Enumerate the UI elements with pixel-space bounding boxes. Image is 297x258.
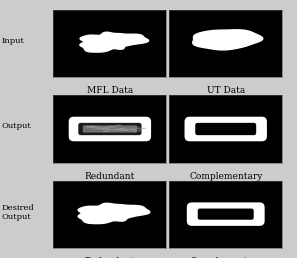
FancyBboxPatch shape <box>78 123 141 135</box>
FancyBboxPatch shape <box>107 126 116 128</box>
Text: Desired
Output: Desired Output <box>1 204 34 221</box>
FancyBboxPatch shape <box>195 123 256 135</box>
FancyBboxPatch shape <box>184 117 267 141</box>
FancyBboxPatch shape <box>97 127 107 129</box>
Polygon shape <box>80 32 148 52</box>
Text: Output: Output <box>1 122 31 131</box>
FancyBboxPatch shape <box>119 128 125 130</box>
FancyBboxPatch shape <box>198 208 254 220</box>
Text: Complementary: Complementary <box>189 257 263 258</box>
FancyBboxPatch shape <box>87 126 96 128</box>
FancyBboxPatch shape <box>125 129 135 131</box>
Text: Input: Input <box>1 37 24 45</box>
Text: Redundant: Redundant <box>85 257 135 258</box>
FancyBboxPatch shape <box>69 117 151 141</box>
Text: MFL Data: MFL Data <box>87 86 133 95</box>
Polygon shape <box>193 30 263 50</box>
FancyBboxPatch shape <box>115 125 121 126</box>
FancyBboxPatch shape <box>92 126 100 128</box>
FancyBboxPatch shape <box>107 129 118 130</box>
FancyBboxPatch shape <box>187 202 265 226</box>
FancyBboxPatch shape <box>133 130 142 132</box>
FancyBboxPatch shape <box>94 128 107 130</box>
FancyBboxPatch shape <box>86 126 94 127</box>
FancyBboxPatch shape <box>117 128 125 129</box>
Text: Complementary: Complementary <box>189 172 263 181</box>
Text: Redundant: Redundant <box>85 172 135 181</box>
FancyBboxPatch shape <box>103 130 110 132</box>
Text: UT Data: UT Data <box>207 86 245 95</box>
FancyBboxPatch shape <box>83 125 137 133</box>
FancyBboxPatch shape <box>102 127 110 129</box>
FancyBboxPatch shape <box>137 128 146 129</box>
Polygon shape <box>78 203 150 224</box>
FancyBboxPatch shape <box>115 129 129 131</box>
FancyBboxPatch shape <box>135 127 140 128</box>
FancyBboxPatch shape <box>129 128 142 130</box>
